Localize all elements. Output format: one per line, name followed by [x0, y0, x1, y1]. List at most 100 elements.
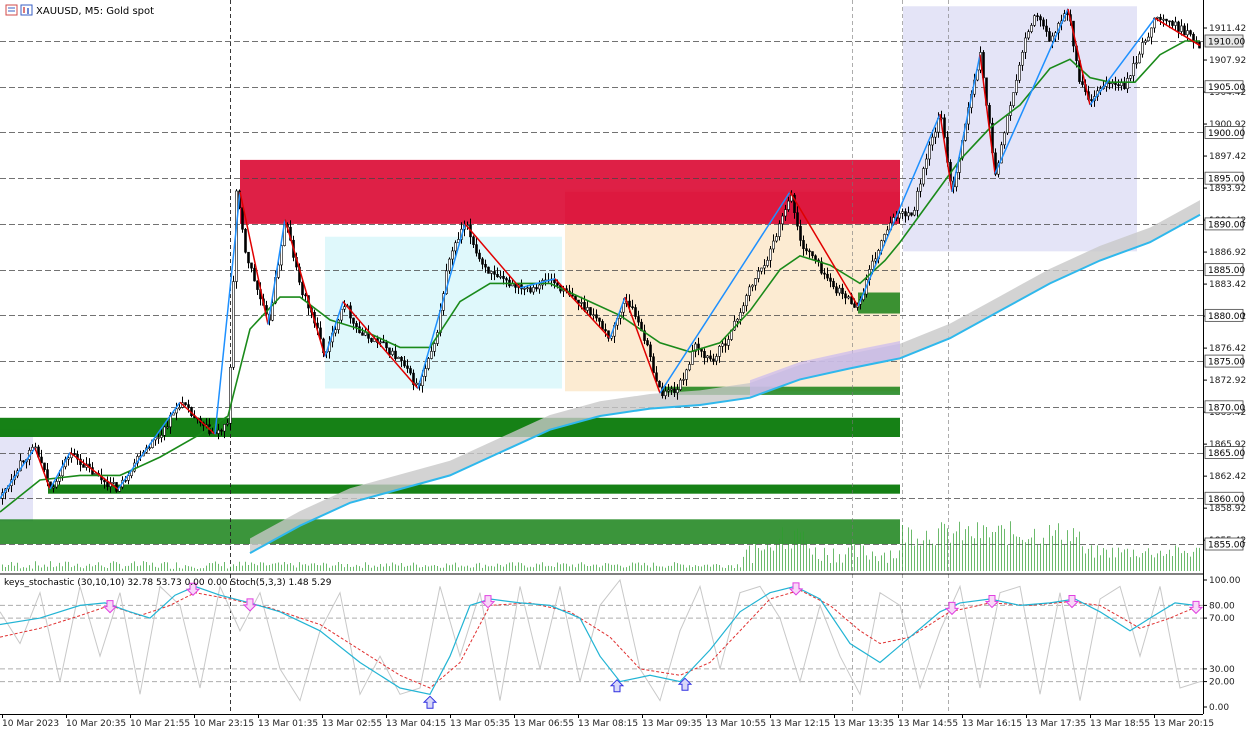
candle-body — [394, 350, 397, 359]
candle-body — [748, 286, 751, 296]
zigzag-legs — [0, 8, 1201, 499]
candle-body — [1120, 82, 1123, 87]
stochastic-panel[interactable]: 100.00 80.00 70.00 30.00 20.00 0.00 — [0, 576, 1241, 713]
candle-body — [253, 267, 256, 282]
candle-body — [658, 380, 661, 388]
stoch-tick-label: 30.00 — [1209, 665, 1235, 675]
sell-arrow-icon — [984, 594, 1000, 609]
candle-body — [103, 479, 106, 483]
sell-arrow-icon — [242, 598, 258, 612]
zigzag-leg — [939, 114, 953, 193]
price-level-box — [1204, 263, 1244, 277]
price-tick-label: 1907.92 — [1209, 56, 1246, 66]
price-level-label: 1865.00 — [1208, 449, 1245, 459]
price-level-label: 1855.00 — [1208, 541, 1245, 551]
chart-header: XAUUSD, M5: Gold spot — [5, 4, 154, 17]
price-level-label: 1860.00 — [1208, 495, 1245, 505]
zone-demand-4 — [0, 519, 900, 544]
candle-body — [907, 212, 910, 217]
zigzag-leg — [49, 452, 71, 490]
stoch-tick-label: 0.00 — [1209, 703, 1229, 713]
candle-body — [844, 293, 847, 299]
candle-body — [853, 303, 856, 308]
candle-body — [874, 258, 877, 262]
candle-body — [1090, 99, 1093, 102]
stoch-oscillator-line — [0, 578, 1201, 702]
candle-body — [1123, 82, 1126, 90]
price-tick-label: 1886.92 — [1209, 248, 1246, 258]
candle-body — [409, 368, 412, 374]
zigzag-leg — [284, 219, 326, 357]
candle-body — [754, 278, 757, 286]
price-axis[interactable]: 1911.421907.921904.421900.921897.421893.… — [1203, 24, 1246, 551]
candle-body — [826, 273, 829, 279]
zigzag-leg — [1067, 8, 1091, 106]
candle-body — [1009, 105, 1012, 116]
candle-body — [157, 437, 160, 439]
candle-body — [694, 343, 697, 352]
price-grid — [0, 41, 1203, 545]
sell-arrow-icon — [788, 582, 804, 596]
candle-body — [256, 280, 259, 290]
candle-body — [55, 481, 58, 488]
price-level-box — [1204, 308, 1244, 322]
candle-body — [670, 388, 673, 391]
candle-body — [112, 482, 115, 484]
zone-demand-5 — [858, 292, 900, 314]
candle-body — [709, 355, 712, 360]
candle-body — [589, 307, 592, 316]
candle-body — [637, 316, 640, 323]
time-tick-label: 13 Mar 12:15 — [770, 719, 830, 729]
zigzag-leg — [239, 191, 269, 325]
candle-body — [598, 317, 601, 322]
candle-body — [1186, 30, 1189, 36]
candle-body — [472, 236, 475, 245]
candle-body — [1018, 64, 1021, 81]
time-tick-label: 13 Mar 09:35 — [642, 719, 702, 729]
candle-body — [673, 388, 676, 393]
candle-body — [406, 365, 409, 369]
price-tick-label: 1911.42 — [1209, 24, 1246, 34]
candle-body — [1138, 53, 1141, 64]
candle-body — [994, 152, 997, 175]
candle-body — [1045, 25, 1048, 32]
stochastic-levels — [0, 604, 1203, 683]
candle-body — [52, 486, 55, 489]
candle-body — [475, 244, 478, 254]
candle-body — [742, 305, 745, 313]
stoch-tick-label: 100.00 — [1209, 576, 1241, 586]
candle-body — [778, 223, 781, 237]
time-tick-label: 13 Mar 14:55 — [898, 719, 958, 729]
time-tick-label: 13 Mar 13:35 — [834, 719, 894, 729]
candle-body — [1006, 115, 1009, 134]
candle-body — [1174, 21, 1177, 26]
candle-body — [343, 306, 346, 310]
chart-window-icon[interactable] — [5, 4, 18, 16]
time-tick-label: 13 Mar 04:15 — [386, 719, 446, 729]
zone-demand-6 — [662, 386, 900, 395]
candle-body — [667, 389, 670, 392]
candle-body — [664, 390, 667, 397]
candle-body — [445, 270, 448, 294]
candle-body — [1135, 62, 1138, 65]
price-panel[interactable] — [0, 0, 1203, 714]
candle-body — [1117, 84, 1120, 87]
chart-type-icon[interactable] — [20, 4, 33, 16]
candle-body — [787, 200, 790, 210]
candle-body — [718, 346, 721, 357]
candle-body — [760, 267, 763, 272]
candle-body — [838, 287, 841, 294]
candle-body — [1036, 15, 1039, 17]
candle-body — [382, 341, 385, 344]
candle-body — [832, 280, 835, 288]
candle-body — [934, 131, 937, 138]
candle-body — [451, 250, 454, 260]
candle-body — [1042, 19, 1045, 27]
time-axis[interactable]: 10 Mar 2023 10 Mar 20:35 10 Mar 21:55 10 Ma… — [2, 714, 1214, 729]
price-level-label: 1870.00 — [1208, 403, 1245, 413]
candle-body — [916, 191, 919, 211]
candle-body — [925, 158, 928, 169]
candle-body — [766, 260, 769, 266]
candle-body — [1141, 42, 1144, 55]
candle-body — [652, 356, 655, 374]
